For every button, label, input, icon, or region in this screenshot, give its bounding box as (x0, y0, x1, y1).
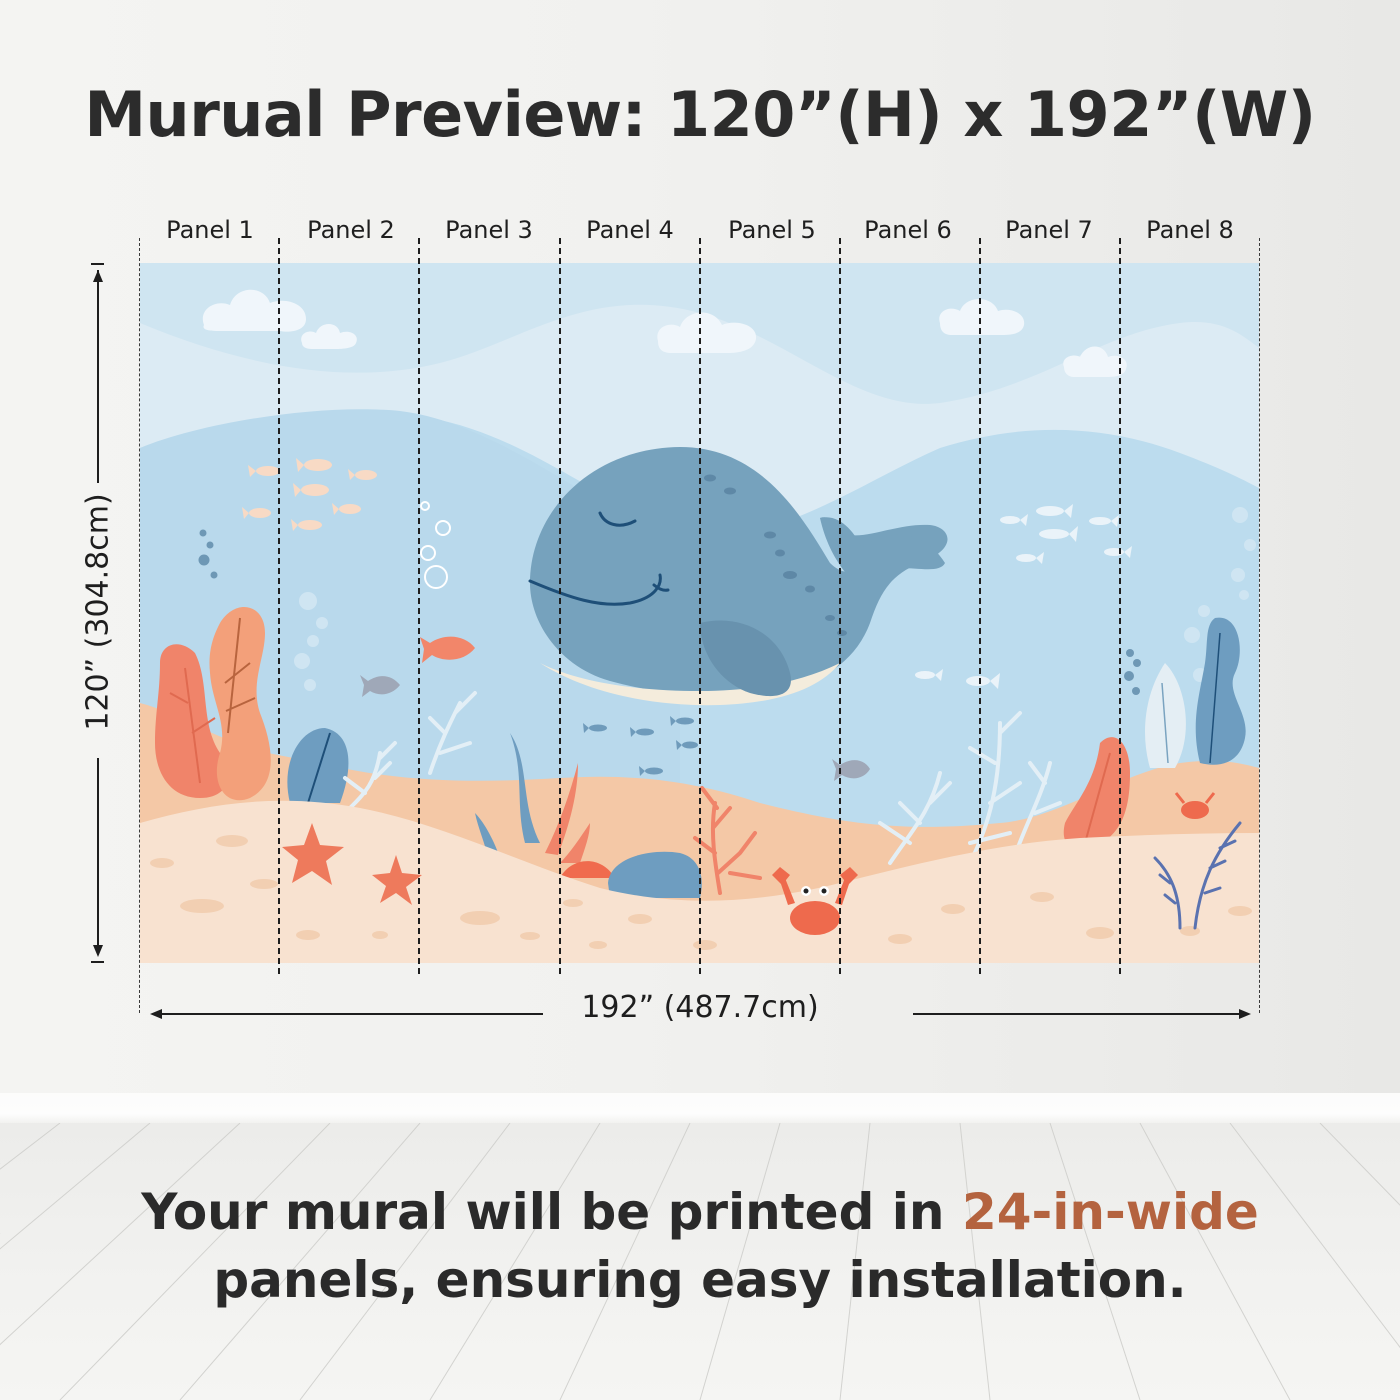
cloud-icon (202, 289, 1127, 377)
crab-icon (772, 792, 1216, 935)
blue-leaf-icon (287, 728, 349, 803)
caption-prefix: Your mural will be printed in (141, 1183, 962, 1241)
panel-label-5: Panel 5 (728, 216, 816, 244)
panel-divider-4-5 (699, 238, 701, 974)
starfish-icon (282, 823, 422, 905)
seaweed-icon (155, 606, 271, 801)
bubbles-icon (198, 529, 218, 579)
kelp-icon (475, 733, 590, 863)
striped-fish-icon (360, 636, 870, 781)
caption-line-1: Your mural will be printed in 24-in-wide (0, 1178, 1400, 1246)
panel-label-8: Panel 8 (1146, 216, 1234, 244)
red-coral-icon (693, 786, 762, 895)
panel-label-6: Panel 6 (864, 216, 952, 244)
sand-spots (150, 835, 1252, 950)
mural-edge-left (139, 238, 140, 1013)
panel-divider-6-7 (979, 238, 981, 974)
wood-floor (0, 1123, 1400, 1400)
panel-label-2: Panel 2 (307, 216, 395, 244)
page-title: Murual Preview: 120”(H) x 192”(W) (84, 78, 1316, 151)
panel-label-7: Panel 7 (1005, 216, 1093, 244)
width-dimension-label: 192” (487.7cm) (581, 990, 819, 1025)
height-dimension-label: 120” (304.8cm) (80, 493, 116, 731)
caption-accent: 24-in-wide (961, 1183, 1259, 1241)
panel-divider-2-3 (418, 238, 420, 974)
outline-bubbles-icon (420, 501, 451, 589)
navy-seaweed-icon (1153, 821, 1242, 930)
caption-line-2: panels, ensuring easy installation. (213, 1251, 1187, 1309)
floor-planks (0, 1123, 1400, 1400)
panel-divider-7-8 (1119, 238, 1121, 974)
rock-icon (608, 851, 702, 898)
mural-edge-right (1259, 238, 1260, 1013)
coral-branches-icon (343, 691, 1072, 875)
panel-divider-5-6 (839, 238, 841, 974)
panel-label-3: Panel 3 (445, 216, 533, 244)
panel-label-4: Panel 4 (586, 216, 674, 244)
panel-divider-1-2 (278, 238, 280, 974)
fish-school-icon (242, 458, 377, 531)
whale-icon (528, 447, 948, 706)
caption: Your mural will be printed in 24-in-wide… (0, 1178, 1400, 1314)
panel-label-1: Panel 1 (166, 216, 254, 244)
baseboard (0, 1093, 1400, 1123)
panel-divider-3-4 (559, 238, 561, 974)
